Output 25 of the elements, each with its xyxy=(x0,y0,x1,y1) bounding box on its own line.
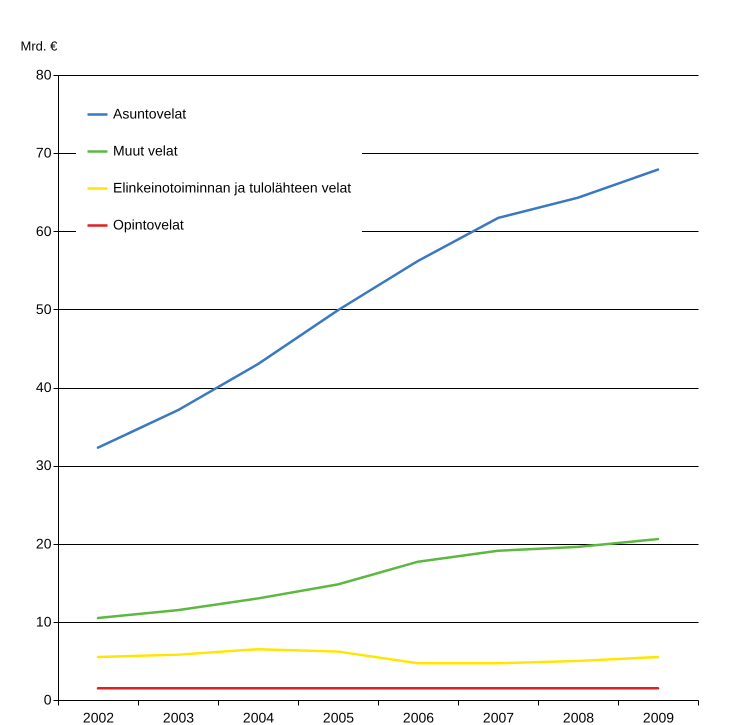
legend-label: Opintovelat xyxy=(113,216,184,232)
line-series xyxy=(96,648,660,665)
y-tick-label: 30 xyxy=(36,457,52,474)
legend-label: Muut velat xyxy=(113,142,178,158)
x-tick-label: 2004 xyxy=(242,710,274,725)
y-tick-label: 20 xyxy=(36,535,52,552)
y-tick-label: 60 xyxy=(36,222,52,239)
y-tick-label: 40 xyxy=(36,379,52,395)
y-axis-title: Mrd. € xyxy=(20,38,58,54)
y-tick-label: 80 xyxy=(36,66,52,82)
x-tick-label: 2002 xyxy=(82,710,114,725)
y-tick-label: 10 xyxy=(36,613,52,630)
y-tick-label: 50 xyxy=(36,300,52,317)
x-tick-label: 2005 xyxy=(322,710,354,725)
line-series xyxy=(96,538,660,620)
legend-label: Asuntovelat xyxy=(113,106,186,122)
x-tick-label: 2006 xyxy=(402,710,434,725)
x-tick-label: 2008 xyxy=(562,710,594,725)
y-tick-label: 0 xyxy=(44,692,52,708)
x-tick-label: 2007 xyxy=(482,710,514,725)
x-tick-label: 2003 xyxy=(162,710,194,725)
line-series xyxy=(96,168,660,449)
legend-label: Elinkeinotoiminnan ja tulolähteen velat xyxy=(113,180,352,196)
y-tick-label: 70 xyxy=(36,144,52,161)
x-tick-label: 2009 xyxy=(642,710,674,725)
